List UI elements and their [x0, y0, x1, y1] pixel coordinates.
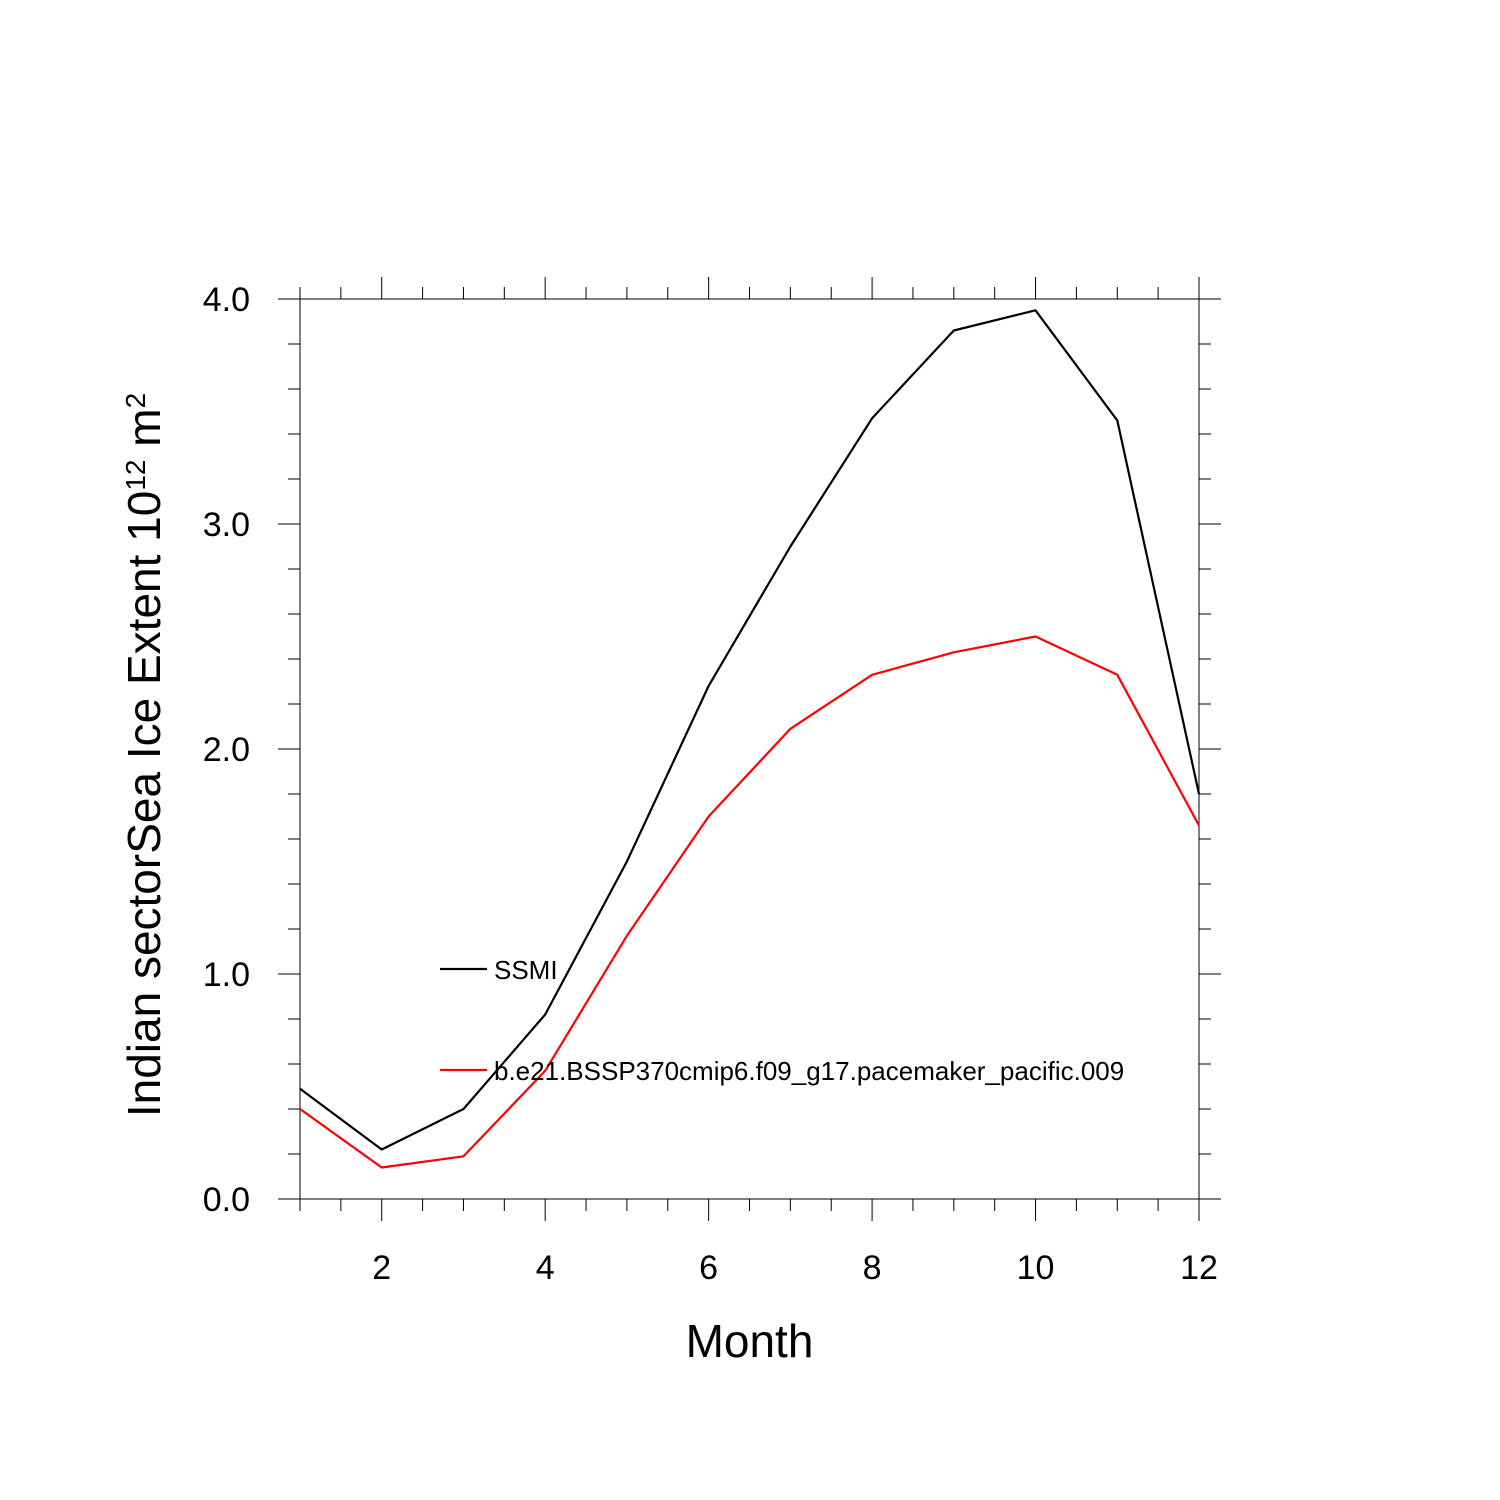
y-tick-label: 0.0	[203, 1181, 250, 1219]
series-line-ssmi	[299, 309, 1201, 1151]
series-layer	[299, 309, 1201, 1169]
x-tick-label: 10	[1017, 1249, 1055, 1287]
x-tick-label: 6	[699, 1249, 718, 1287]
y-axis-title-prefix: Indian sectorSea Ice Extent 10	[118, 491, 170, 1118]
axis-ticks	[278, 277, 1221, 1221]
y-tick-label: 4.0	[203, 281, 250, 319]
legend-label: b.e21.BSSP370cmip6.f09_g17.pacemaker_pac…	[494, 1056, 1124, 1086]
y-tick-label: 2.0	[203, 731, 250, 769]
y-axis-title-unit: m	[118, 408, 170, 459]
series-line-model	[299, 635, 1200, 1169]
x-tick-label: 2	[372, 1249, 391, 1287]
axis-tick-labels: 2 4 6 8 10 12 0.0 1.0 2.0 3.0 4.0	[203, 281, 1218, 1287]
x-tick-label: 12	[1180, 1249, 1218, 1287]
x-axis-title: Month	[686, 1315, 814, 1367]
y-tick-label: 3.0	[203, 506, 250, 544]
x-tick-label: 8	[863, 1249, 882, 1287]
legend-label: SSMI	[494, 955, 558, 985]
y-axis-title-exponent: 12	[120, 460, 151, 491]
x-tick-label: 4	[536, 1249, 555, 1287]
legend: SSMI b.e21.BSSP370cmip6.f09_g17.pacemaker…	[440, 955, 1124, 1086]
y-axis-title-unit-exponent: 2	[120, 393, 151, 409]
y-tick-label: 1.0	[203, 956, 250, 994]
y-axis-title: Indian sectorSea Ice Extent 1012 m2	[118, 393, 170, 1117]
